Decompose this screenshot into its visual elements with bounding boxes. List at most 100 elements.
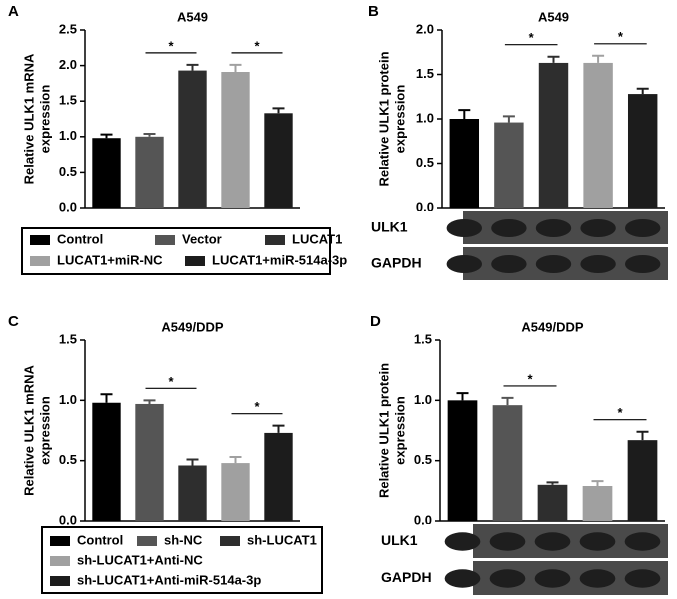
error-bar: [502, 115, 515, 123]
bar: [92, 138, 121, 208]
error-bar: [272, 107, 285, 114]
bar: [494, 122, 524, 208]
legend-label: sh-LUCAT1+Anti-NC: [77, 552, 203, 567]
y-axis-label: Relative ULK1 protein: [376, 363, 391, 498]
legend-swatch: [137, 536, 157, 546]
legend-label: LUCAT1+miR-514a-3p: [212, 252, 347, 267]
legend-label: LUCAT1+miR-NC: [57, 252, 163, 267]
y-tick-label: 1.0: [59, 392, 77, 407]
blot-band: [580, 219, 616, 237]
significance-mark: *: [254, 38, 260, 53]
bar: [449, 119, 480, 208]
error-bar: [143, 132, 156, 137]
blot-band: [624, 255, 661, 273]
blot-band: [624, 532, 661, 551]
error-bar: [100, 393, 113, 403]
error-bar: [547, 55, 560, 63]
legend-swatch: [30, 256, 50, 266]
significance-mark: *: [529, 30, 535, 45]
y-tick-label: 1.0: [414, 392, 432, 407]
legend-box: [21, 227, 331, 275]
y-axis-label: expression: [37, 396, 52, 465]
bar: [92, 402, 121, 521]
blot-label: GAPDH: [381, 569, 432, 585]
blot-band: [446, 219, 483, 237]
y-tick-label: 0.0: [59, 199, 77, 214]
significance-mark: *: [617, 405, 623, 420]
y-tick-label: 2.0: [416, 21, 434, 36]
bar: [264, 432, 293, 521]
legend-label: Control: [77, 532, 123, 547]
blot-band: [491, 255, 527, 273]
error-bar: [458, 109, 471, 119]
legend-swatch: [185, 256, 205, 266]
error-bar: [636, 87, 649, 95]
panel-label: A: [8, 3, 19, 20]
bar: [627, 94, 658, 208]
legend-label: LUCAT1: [292, 231, 342, 246]
blot-band: [535, 219, 572, 237]
legend-label: Vector: [182, 231, 222, 246]
y-axis-label: expression: [392, 396, 407, 465]
bar: [135, 136, 164, 208]
blot-band: [491, 219, 527, 237]
bar: [221, 72, 250, 209]
y-tick-label: 2.5: [59, 21, 77, 36]
bar: [178, 465, 207, 521]
error-bar: [272, 424, 285, 433]
error-bar: [636, 430, 649, 441]
y-tick-label: 1.0: [59, 128, 77, 143]
bar: [582, 486, 613, 521]
blot-label: GAPDH: [371, 255, 422, 271]
y-tick-label: 0.5: [59, 452, 77, 467]
y-tick-label: 1.5: [416, 66, 434, 81]
error-bar: [186, 63, 199, 71]
blot-label: ULK1: [381, 532, 418, 548]
bar: [135, 403, 164, 521]
error-bar: [546, 481, 559, 485]
significance-mark: *: [254, 399, 260, 414]
error-bar: [229, 456, 242, 464]
legend-label: sh-NC: [164, 532, 203, 547]
blot-band: [446, 255, 483, 273]
legend-swatch: [220, 536, 240, 546]
y-tick-label: 0.5: [414, 452, 432, 467]
blot-band: [624, 219, 661, 237]
blot-band: [624, 569, 661, 588]
y-axis-label: expression: [392, 85, 407, 154]
blot-band: [489, 532, 526, 551]
y-tick-label: 1.5: [414, 331, 432, 346]
bar: [178, 70, 207, 208]
y-tick-label: 0.0: [416, 199, 434, 214]
bar: [447, 400, 478, 521]
y-axis-label: Relative ULK1 mRNA: [21, 53, 36, 184]
blot-band: [580, 255, 616, 273]
blot-band: [535, 255, 572, 273]
legend-swatch: [50, 536, 70, 546]
legend-swatch: [30, 235, 50, 245]
bar: [583, 62, 613, 209]
legend-label: sh-LUCAT1: [247, 532, 317, 547]
chart-title: A549: [538, 9, 569, 24]
y-axis-label: Relative ULK1 mRNA: [21, 365, 36, 496]
error-bar: [456, 392, 469, 401]
y-tick-label: 0.5: [416, 155, 434, 170]
blot-band: [534, 532, 571, 551]
y-tick-label: 2.0: [59, 57, 77, 72]
legend-label: Control: [57, 231, 103, 246]
error-bar: [143, 399, 156, 404]
error-bar: [501, 396, 514, 406]
blot-band: [444, 569, 481, 588]
y-axis-label: Relative ULK1 protein: [376, 51, 391, 186]
legend-swatch: [50, 556, 70, 566]
significance-mark: *: [168, 38, 174, 53]
blot-band: [534, 569, 571, 588]
error-bar: [186, 458, 199, 466]
legend-swatch: [155, 235, 175, 245]
blot-band: [444, 532, 481, 551]
bar: [538, 62, 569, 209]
y-tick-label: 0.5: [59, 164, 77, 179]
blot-band: [489, 569, 526, 588]
y-axis-label: expression: [37, 85, 52, 154]
